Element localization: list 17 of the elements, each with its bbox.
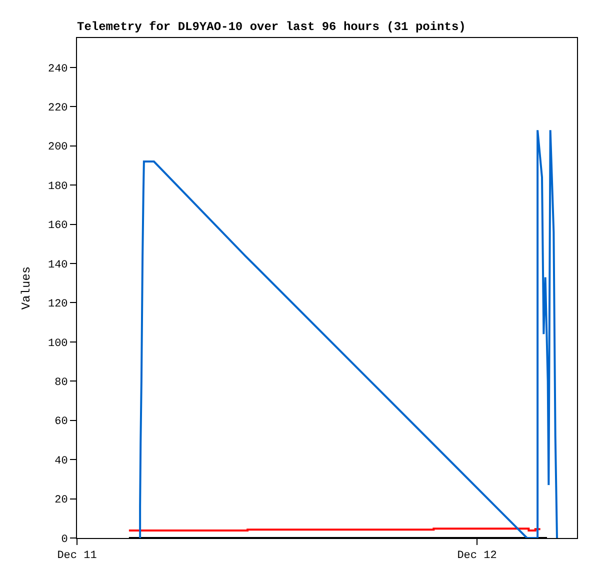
y-tick-label: 80 [54, 376, 68, 389]
y-tick-label: 100 [48, 338, 68, 350]
y-tick-label: 120 [48, 298, 68, 311]
y-tick-label: 200 [48, 142, 68, 154]
y-tick-label: 220 [48, 102, 68, 114]
x-tick-label: Dec 12 [457, 550, 497, 562]
y-tick-label: 140 [48, 259, 68, 272]
y-axis-title: Values [19, 266, 34, 310]
y-tick-label: 0 [61, 534, 68, 546]
y-tick-label: 40 [54, 455, 68, 468]
x-tick-label: Dec 11 [57, 550, 98, 562]
y-tick-label: 180 [48, 180, 68, 193]
y-tick-label: 60 [54, 416, 68, 428]
chart-title: Telemetry for DL9YAO-10 over last 96 hours (31 points) [77, 20, 466, 34]
y-tick-label: 20 [54, 494, 68, 507]
y-tick-label: 240 [48, 63, 68, 76]
y-tick-label: 160 [48, 220, 68, 232]
